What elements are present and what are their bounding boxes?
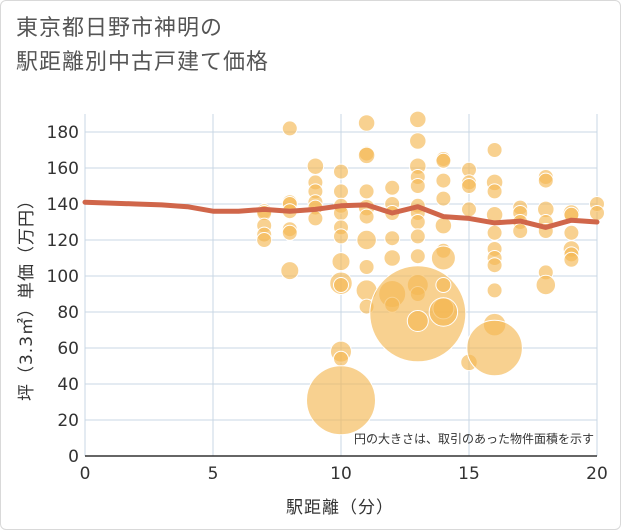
bubble	[409, 110, 427, 129]
y-tick-label: 120	[47, 231, 79, 251]
bubble	[281, 120, 298, 137]
y-tick-label: 20	[57, 411, 79, 431]
bubble	[358, 259, 375, 275]
bubble	[535, 274, 557, 296]
bubble	[406, 310, 429, 332]
y-tick-label: 40	[57, 375, 79, 395]
y-tick-label: 60	[57, 339, 79, 359]
x-tick-label: 5	[208, 464, 219, 484]
bubble	[435, 152, 452, 169]
y-tick-label: 100	[47, 267, 79, 287]
x-tick-labels: 0 5 10 15 20	[80, 464, 608, 484]
x-tick-label: 0	[80, 464, 91, 484]
bubble	[435, 277, 452, 293]
bubble	[358, 183, 375, 200]
bubble	[307, 210, 324, 227]
bubble	[333, 163, 349, 180]
y-tick-labels: 0 20 40 60 80 100 120 140 160 180	[47, 123, 79, 467]
bubble	[333, 183, 349, 200]
x-tick-label: 15	[458, 464, 480, 484]
y-tick-label: 80	[57, 303, 79, 323]
title-line-2: 駅距離別中古戸建て価格	[16, 50, 270, 75]
bubble	[461, 201, 477, 218]
bubble	[306, 157, 325, 175]
bubble	[537, 172, 554, 189]
y-tick-label: 140	[47, 195, 79, 215]
bubble	[430, 245, 456, 271]
bubble	[333, 228, 349, 245]
bubble	[512, 223, 529, 239]
bubble	[428, 297, 459, 327]
bubble	[486, 282, 503, 299]
bubble	[435, 172, 452, 189]
bubble	[280, 261, 300, 281]
bubble	[281, 224, 298, 241]
y-tick-label: 160	[47, 159, 79, 179]
bubble	[357, 114, 376, 132]
bubble	[486, 142, 503, 158]
bubble	[486, 183, 503, 200]
bubble	[486, 224, 503, 241]
bubble	[466, 319, 523, 377]
bubble-size-note: 円の大きさは、取引のあった物件面積を示す	[354, 431, 594, 446]
bubble	[384, 230, 401, 247]
bubble	[434, 216, 453, 235]
y-tick-label: 180	[47, 123, 79, 143]
trend-line	[82, 199, 600, 230]
bubble	[333, 350, 349, 367]
bubble	[409, 214, 426, 230]
bubble	[409, 178, 426, 194]
y-tick-label: 0	[68, 447, 79, 467]
x-axis-label: 駅距離（分）	[286, 498, 394, 518]
bubble	[409, 248, 426, 265]
title-line-1: 東京都日野市神明の	[16, 16, 224, 41]
bubble	[256, 232, 273, 248]
bubble	[589, 205, 605, 221]
bubble	[357, 146, 376, 165]
bubble	[563, 251, 580, 268]
bubble	[333, 277, 349, 293]
bubble	[358, 208, 375, 225]
y-axis-label: 坪（3.3㎡）単価（万円）	[17, 191, 37, 401]
bubble	[384, 179, 401, 196]
bubble	[306, 365, 376, 436]
bubble	[409, 132, 427, 150]
x-tick-label: 20	[586, 464, 608, 484]
x-tick-label: 10	[330, 464, 352, 484]
bubble	[563, 224, 580, 241]
bubble	[486, 257, 503, 274]
bubble	[356, 229, 377, 251]
bubble	[435, 190, 452, 207]
bubble	[461, 178, 477, 194]
bubbles	[256, 110, 605, 436]
chart-title: 東京都日野市神明の 駅距離別中古戸建て価格	[16, 12, 269, 80]
bubble	[331, 252, 351, 272]
bubble	[409, 228, 426, 245]
bubble	[383, 249, 401, 267]
